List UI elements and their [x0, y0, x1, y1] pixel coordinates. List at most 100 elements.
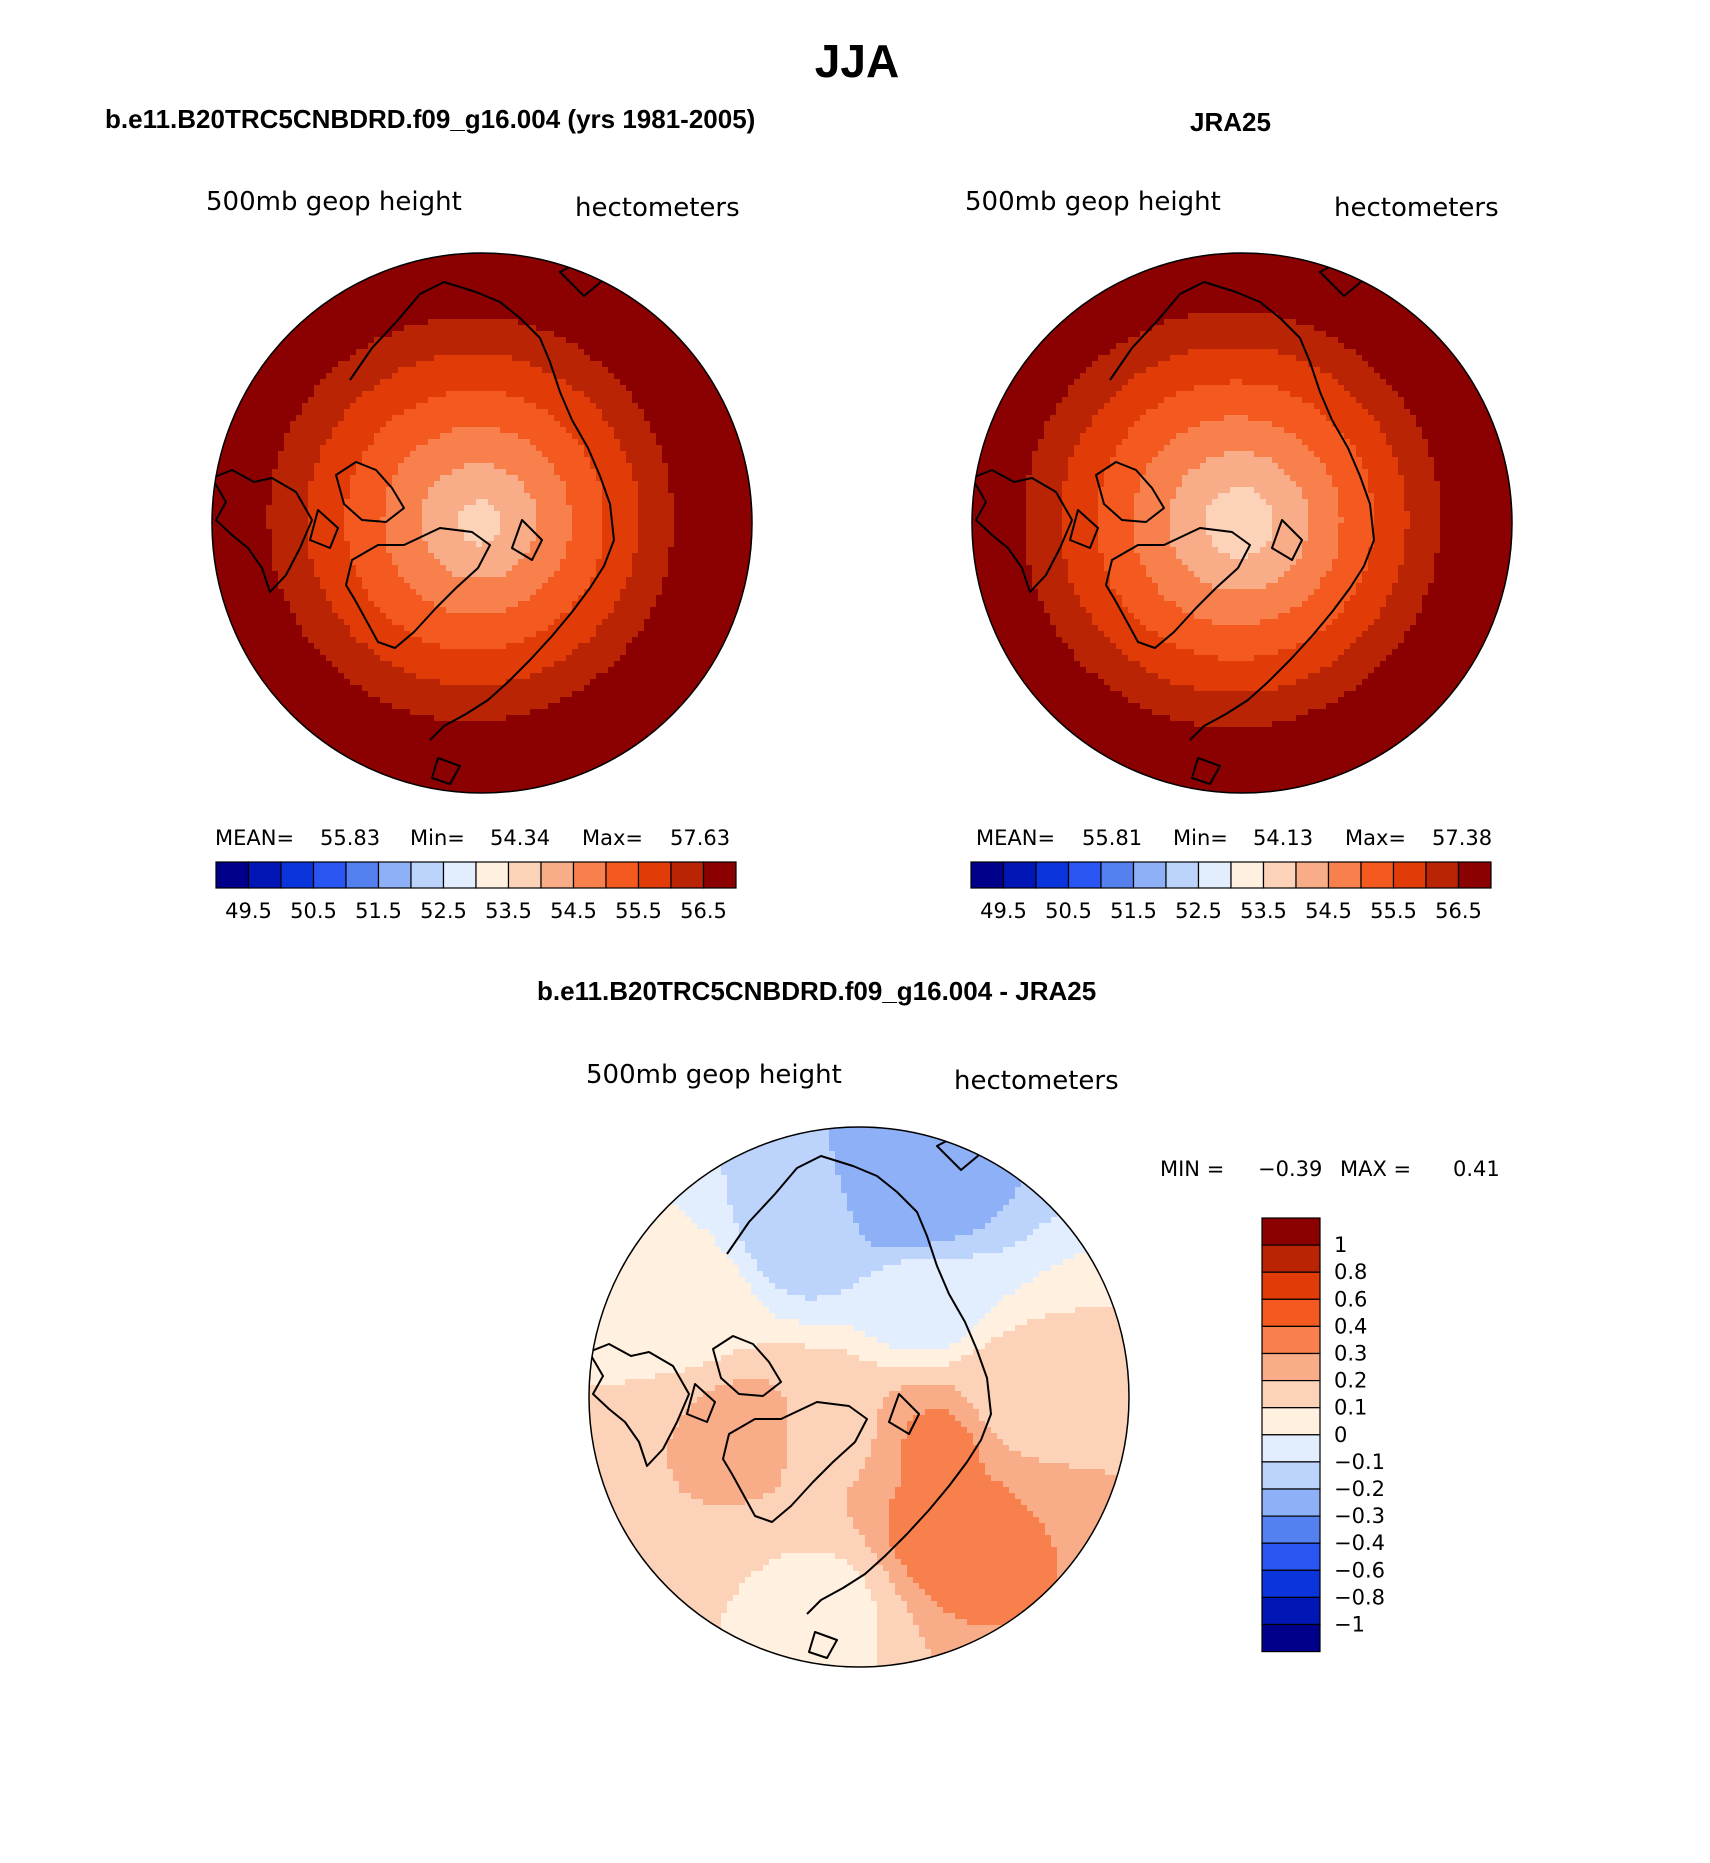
- contour-cell: [344, 511, 351, 518]
- contour-cell: [632, 595, 639, 602]
- contour-cell: [302, 397, 309, 404]
- contour-cell: [344, 451, 351, 458]
- contour-cell: [710, 559, 717, 566]
- contour-cell: [416, 349, 423, 356]
- contour-cell: [302, 523, 309, 530]
- contour-cell: [470, 619, 477, 626]
- contour-cell: [590, 535, 597, 542]
- contour-cell: [278, 499, 285, 506]
- contour-cell: [404, 325, 411, 332]
- contour-cell: [524, 451, 531, 458]
- contour-cell: [422, 451, 429, 458]
- contour-cell: [338, 553, 345, 560]
- contour-cell: [470, 409, 477, 416]
- contour-cell: [734, 493, 741, 500]
- contour-cell: [608, 619, 615, 626]
- contour-cell: [242, 379, 249, 386]
- contour-cell: [548, 301, 555, 308]
- contour-cell: [398, 391, 405, 398]
- contour-cell: [446, 589, 453, 596]
- contour-cell: [380, 385, 387, 392]
- contour-cell: [320, 313, 327, 320]
- contour-cell: [500, 307, 507, 314]
- contour-cell: [614, 385, 621, 392]
- contour-cell: [482, 331, 489, 338]
- contour-cell: [536, 379, 543, 386]
- contour-cell: [650, 319, 657, 326]
- contour-cell: [734, 499, 741, 506]
- contour-cell: [392, 463, 399, 470]
- contour-cell: [284, 607, 291, 614]
- contour-cell: [548, 319, 555, 326]
- contour-cell: [248, 415, 255, 422]
- contour-cell: [674, 391, 681, 398]
- contour-cell: [440, 289, 447, 296]
- contour-cell: [560, 385, 567, 392]
- contour-cell: [566, 367, 573, 374]
- contour-cell: [236, 529, 243, 536]
- contour-cell: [326, 613, 333, 620]
- contour-cell: [422, 445, 429, 452]
- contour-cell: [470, 505, 477, 512]
- contour-cell: [566, 343, 573, 350]
- contour-cell: [626, 439, 633, 446]
- contour-cell: [698, 607, 705, 614]
- contour-cell: [230, 577, 237, 584]
- contour-cell: [488, 523, 495, 530]
- contour-cell: [464, 313, 471, 320]
- contour-cell: [308, 559, 315, 566]
- contour-cell: [566, 565, 573, 572]
- contour-cell: [692, 481, 699, 488]
- contour-cell: [524, 433, 531, 440]
- contour-cell: [536, 625, 543, 632]
- contour-cell: [374, 361, 381, 368]
- contour-cell: [440, 331, 447, 338]
- contour-cell: [356, 613, 363, 620]
- contour-cell: [278, 451, 285, 458]
- contour-cell: [542, 313, 549, 320]
- contour-cell: [626, 535, 633, 542]
- contour-cell: [644, 397, 651, 404]
- contour-cell: [458, 493, 465, 500]
- contour-cell: [506, 343, 513, 350]
- contour-cell: [476, 379, 483, 386]
- contour-cell: [560, 613, 567, 620]
- contour-cell: [578, 337, 585, 344]
- contour-cell: [638, 415, 645, 422]
- contour-cell: [584, 421, 591, 428]
- contour-cell: [482, 493, 489, 500]
- contour-cell: [602, 373, 609, 380]
- contour-cell: [368, 535, 375, 542]
- contour-cell: [728, 589, 735, 596]
- contour-cell: [692, 391, 699, 398]
- contour-cell: [440, 451, 447, 458]
- contour-cell: [500, 421, 507, 428]
- contour-cell: [590, 427, 597, 434]
- contour-cell: [542, 631, 549, 638]
- contour-cell: [392, 475, 399, 482]
- contour-cell: [626, 559, 633, 566]
- contour-cell: [554, 601, 561, 608]
- contour-cell: [410, 541, 417, 548]
- contour-cell: [278, 523, 285, 530]
- contour-cell: [398, 631, 405, 638]
- contour-cell: [494, 541, 501, 548]
- contour-cell: [362, 595, 369, 602]
- contour-cell: [392, 451, 399, 458]
- contour-cell: [236, 463, 243, 470]
- contour-cell: [386, 601, 393, 608]
- contour-cell: [254, 607, 261, 614]
- contour-cell: [428, 601, 435, 608]
- contour-cell: [380, 427, 387, 434]
- contour-cell: [368, 547, 375, 554]
- contour-cell: [470, 451, 477, 458]
- contour-cell: [242, 427, 249, 434]
- contour-cell: [212, 589, 219, 596]
- contour-cell: [620, 325, 627, 332]
- contour-cell: [452, 337, 459, 344]
- contour-cell: [536, 325, 543, 332]
- contour-cell: [584, 565, 591, 572]
- contour-cell: [428, 541, 435, 548]
- contour-cell: [578, 301, 585, 308]
- contour-cell: [692, 427, 699, 434]
